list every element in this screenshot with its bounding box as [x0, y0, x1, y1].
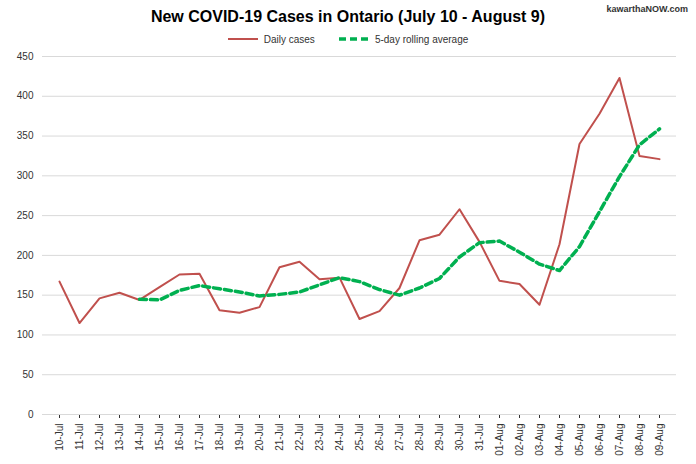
svg-text:25-Jul: 25-Jul — [354, 424, 365, 451]
svg-text:04-Aug: 04-Aug — [554, 424, 565, 456]
svg-text:100: 100 — [17, 329, 34, 340]
html-text:kawarthaNOW.com: kawarthaNOW.com — [606, 4, 688, 14]
svg-text:27-Jul: 27-Jul — [394, 424, 405, 451]
svg-text:350: 350 — [17, 130, 34, 141]
svg-text:26-Jul: 26-Jul — [374, 424, 385, 451]
svg-text:14-Jul: 14-Jul — [134, 424, 145, 451]
svg-text:24-Jul: 24-Jul — [334, 424, 345, 451]
svg-text:05-Aug: 05-Aug — [574, 424, 585, 456]
html-text:Daily cases: Daily cases — [263, 33, 315, 45]
svg-text:13-Jul: 13-Jul — [114, 424, 125, 451]
svg-text:400: 400 — [17, 90, 34, 101]
svg-text:09-Aug: 09-Aug — [654, 424, 665, 456]
svg-text:21-Jul: 21-Jul — [274, 424, 285, 451]
svg-text:450: 450 — [17, 51, 34, 62]
svg-text:17-Jul: 17-Jul — [194, 424, 205, 451]
svg-text:0: 0 — [28, 409, 34, 420]
svg-text:08-Aug: 08-Aug — [634, 424, 645, 456]
svg-text:30-Jul: 30-Jul — [454, 424, 465, 451]
svg-text:200: 200 — [17, 250, 34, 261]
svg-text:23-Jul: 23-Jul — [314, 424, 325, 451]
svg-text:15-Jul: 15-Jul — [154, 424, 165, 451]
svg-text:18-Jul: 18-Jul — [214, 424, 225, 451]
svg-text:01-Aug: 01-Aug — [494, 424, 505, 456]
svg-text:06-Aug: 06-Aug — [594, 424, 605, 456]
svg-text:31-Jul: 31-Jul — [474, 424, 485, 451]
svg-text:10-Jul: 10-Jul — [54, 424, 65, 451]
svg-text:29-Jul: 29-Jul — [434, 424, 445, 451]
svg-text:20-Jul: 20-Jul — [254, 424, 265, 451]
svg-text:07-Aug: 07-Aug — [614, 424, 625, 456]
svg-text:300: 300 — [17, 170, 34, 181]
svg-text:150: 150 — [17, 289, 34, 300]
svg-text:50: 50 — [22, 369, 34, 380]
html-text:New COVID-19 Cases in Ontario: New COVID-19 Cases in Ontario (July 10 -… — [150, 8, 546, 25]
svg-text:11-Jul: 11-Jul — [74, 424, 85, 451]
svg-text:250: 250 — [17, 210, 34, 221]
svg-text:22-Jul: 22-Jul — [294, 424, 305, 451]
svg-text:03-Aug: 03-Aug — [534, 424, 545, 456]
svg-text:02-Aug: 02-Aug — [514, 424, 525, 456]
svg-text:12-Jul: 12-Jul — [94, 424, 105, 451]
svg-text:28-Jul: 28-Jul — [414, 424, 425, 451]
html-text:5-day rolling average: 5-day rolling average — [374, 33, 469, 45]
svg-text:16-Jul: 16-Jul — [174, 424, 185, 451]
svg-text:19-Jul: 19-Jul — [234, 424, 245, 451]
